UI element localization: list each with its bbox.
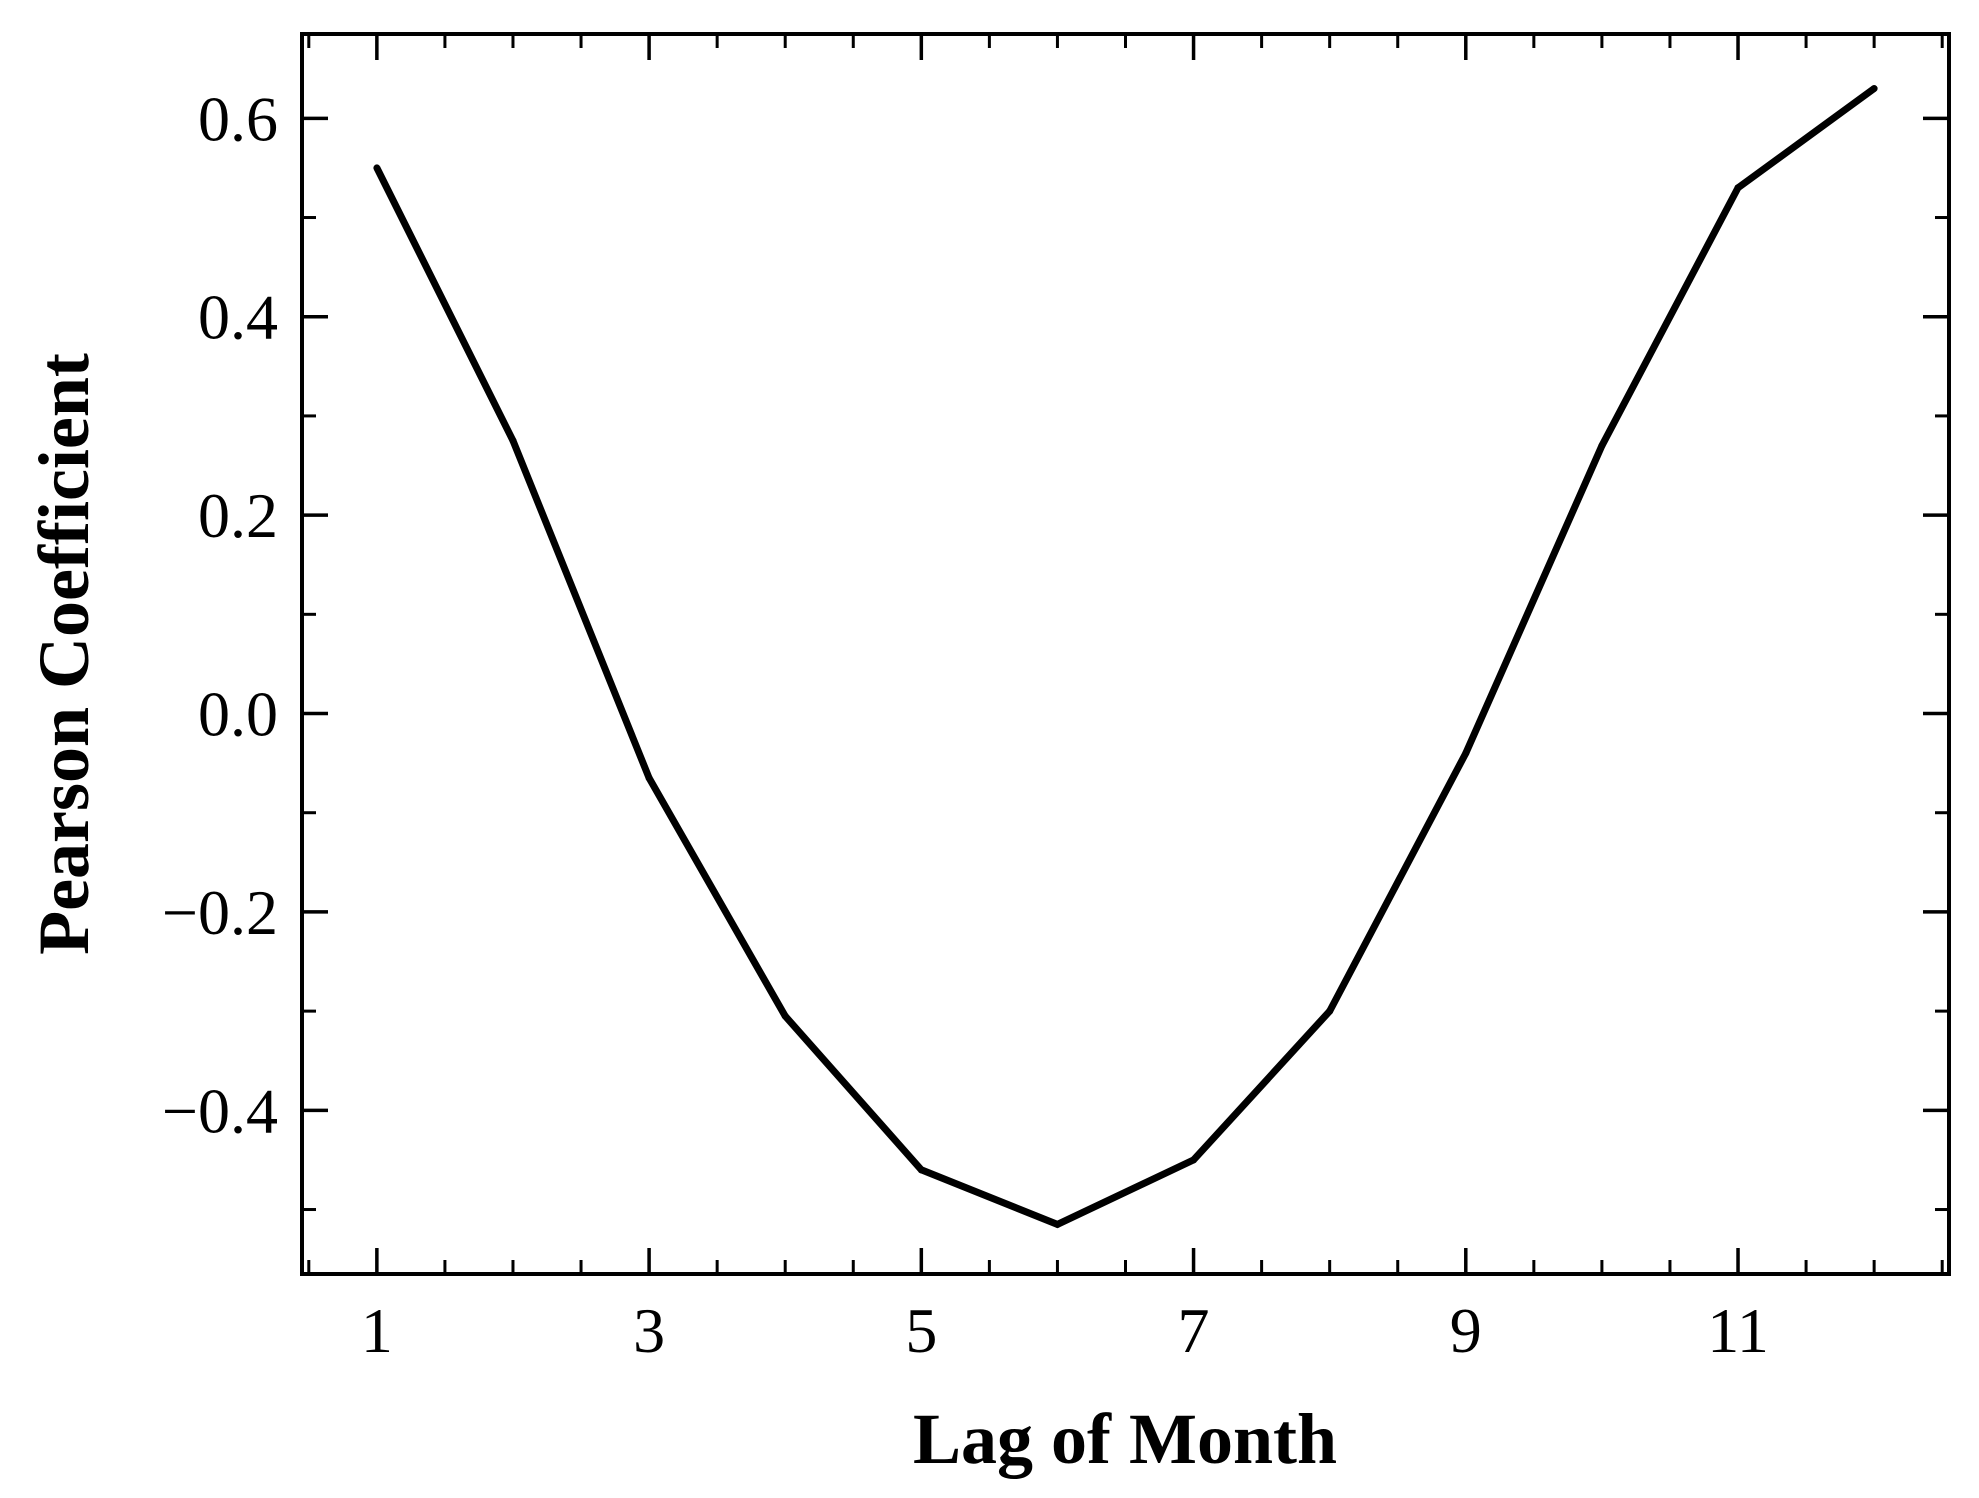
data-point	[1870, 85, 1878, 93]
data-point	[781, 1012, 789, 1020]
major-ticks	[302, 34, 1949, 1274]
x-tick-label: 11	[1707, 1295, 1769, 1366]
data-point	[1053, 1220, 1061, 1228]
y-tick-label: 0.0	[198, 679, 278, 750]
data-point	[509, 437, 517, 445]
y-tick-label: 0.6	[198, 83, 278, 154]
data-point	[1598, 442, 1606, 450]
x-tick-label: 5	[905, 1295, 937, 1366]
data-point	[1462, 749, 1470, 757]
y-tick-label: −0.4	[162, 1075, 278, 1146]
series-layer	[373, 85, 1878, 1229]
data-point	[1734, 184, 1742, 192]
x-tick-label: 3	[633, 1295, 665, 1366]
x-tick-label: 9	[1450, 1295, 1482, 1366]
data-point	[645, 774, 653, 782]
minor-ticks	[302, 34, 1949, 1274]
y-axis-title: Pearson Coefficient	[24, 353, 104, 955]
data-point	[917, 1166, 925, 1174]
x-tick-label: 1	[361, 1295, 393, 1366]
data-point	[1190, 1156, 1198, 1164]
x-axis-title: Lag of Month	[913, 1399, 1337, 1479]
data-point	[373, 164, 381, 172]
x-tick-label: 7	[1178, 1295, 1210, 1366]
data-point	[1326, 1007, 1334, 1015]
plot-frame	[300, 32, 1951, 1276]
y-tick-label: 0.2	[198, 480, 278, 551]
y-tick-labels: −0.4 −0.2 0.0 0.2 0.4 0.6	[162, 83, 278, 1146]
y-tick-label: 0.4	[198, 282, 278, 353]
x-tick-labels: 1 3 5 7 9 11	[361, 1295, 1769, 1366]
y-tick-label: −0.2	[162, 877, 278, 948]
series-line	[373, 85, 1877, 1229]
